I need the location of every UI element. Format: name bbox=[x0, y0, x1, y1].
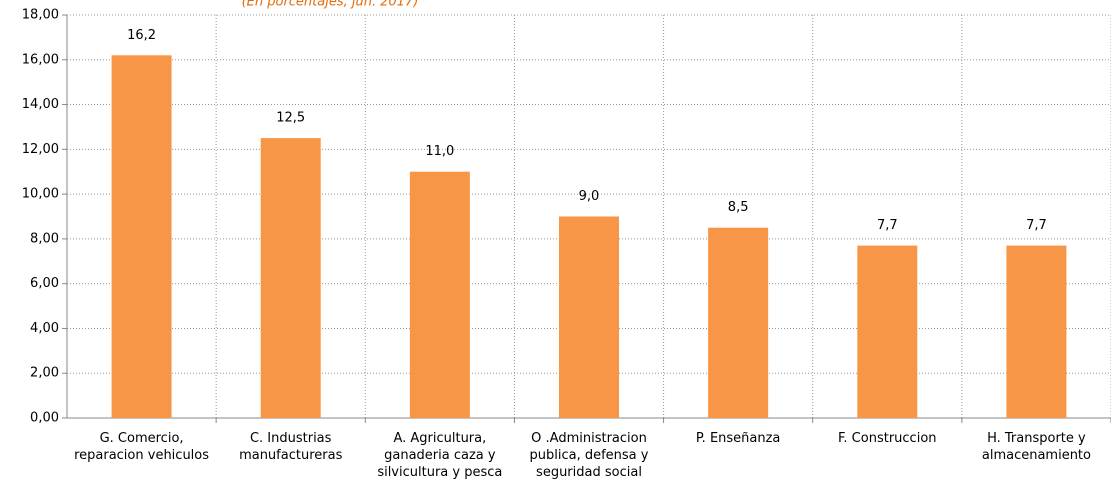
value-label: 12,5 bbox=[276, 111, 305, 126]
value-label: 16,2 bbox=[127, 28, 156, 43]
y-tick-label: 18,00 bbox=[22, 8, 59, 23]
bar bbox=[1006, 245, 1067, 418]
value-label: 8,5 bbox=[728, 200, 749, 215]
value-label: 11,0 bbox=[425, 144, 454, 159]
bar bbox=[409, 171, 470, 418]
y-tick-label: 16,00 bbox=[22, 52, 59, 67]
x-tick-label: P. Enseñanza bbox=[695, 431, 781, 446]
y-tick-label: 4,00 bbox=[30, 321, 59, 336]
y-tick-label: 8,00 bbox=[30, 231, 59, 246]
y-tick-label: 10,00 bbox=[22, 187, 59, 202]
x-tick-label: A. Agricultura, ganaderia caza y silvicu… bbox=[377, 431, 503, 480]
x-tick-label: O .Administracion publica, defensa y seg… bbox=[529, 431, 649, 480]
y-tick-label: 14,00 bbox=[22, 97, 59, 112]
x-tick-label: F. Construccion bbox=[838, 431, 937, 446]
bar bbox=[111, 55, 172, 419]
chart-subtitle: (En porcentajes, jun. 2017) bbox=[242, 0, 419, 10]
y-tick-label: 6,00 bbox=[30, 276, 59, 291]
y-tick-label: 2,00 bbox=[30, 366, 59, 381]
value-label: 7,7 bbox=[1026, 218, 1047, 233]
x-tick-label: H. Transporte y almacenamiento bbox=[981, 431, 1091, 463]
y-tick-label: 12,00 bbox=[22, 142, 59, 157]
bar bbox=[559, 216, 619, 418]
x-tick-label: C. Industrias manufactureras bbox=[239, 431, 343, 463]
bar bbox=[260, 138, 321, 418]
value-label: 7,7 bbox=[877, 218, 898, 233]
x-tick-label: G. Comercio, reparacion vehiculos bbox=[74, 431, 210, 463]
value-label: 9,0 bbox=[579, 189, 600, 204]
bar bbox=[857, 245, 918, 418]
bar bbox=[708, 227, 769, 418]
y-tick-label: 0,00 bbox=[30, 411, 59, 426]
